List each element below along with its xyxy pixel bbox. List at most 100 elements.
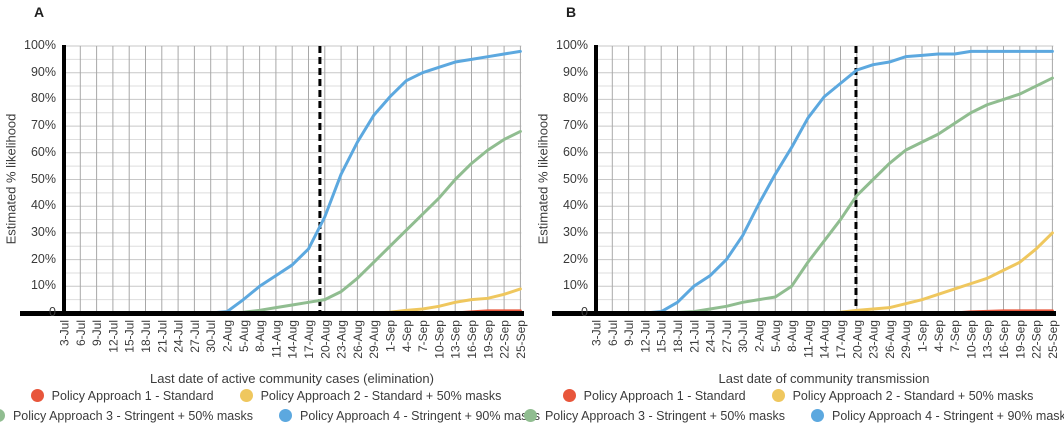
x-tick-label: 27-Jul xyxy=(720,320,734,353)
x-tick-label: 23-Aug xyxy=(335,320,349,359)
legend-label: Policy Approach 1 - Standard xyxy=(583,388,746,403)
x-tick-label: 2-Aug xyxy=(221,320,235,352)
x-tick-label: 20-Aug xyxy=(318,320,332,359)
x-tick-label: 7-Sep xyxy=(416,320,430,352)
x-tick-label: 14-Aug xyxy=(286,320,300,359)
legend-row: Policy Approach 3 - Stringent + 50% mask… xyxy=(523,407,1064,424)
x-tick-label: 3-Jul xyxy=(58,320,72,346)
legend-dot-icon xyxy=(771,389,785,402)
x-tick-label: 24-Jul xyxy=(704,320,718,353)
legend-item: Policy Approach 4 - Stringent + 90% mask… xyxy=(279,409,540,423)
legend-row: Policy Approach 1 - Standard Policy Appro… xyxy=(562,387,1034,404)
legend-dot-icon xyxy=(239,389,253,402)
x-tick-label: 8-Aug xyxy=(785,320,799,352)
legend-item: Policy Approach 2 - Standard + 50% masks xyxy=(771,388,1034,403)
y-tick-label: 10% xyxy=(30,278,56,293)
y-tick-label: 30% xyxy=(30,224,56,239)
legend: Policy Approach 1 - Standard Policy Appro… xyxy=(0,387,540,424)
y-tick-label: 30% xyxy=(562,224,588,239)
plot-area: 3-Jul 6-Jul 9-Jul 12-Jul 15-Jul 18-Jul 21-Jul 2… xyxy=(58,45,528,359)
y-tick-label: 10% xyxy=(562,278,588,293)
x-tick-label: 24-Jul xyxy=(172,320,186,353)
x-tick-label: 3-Jul xyxy=(590,320,604,346)
y-tick-label: 40% xyxy=(30,198,56,213)
x-tick-label: 6-Jul xyxy=(606,320,620,346)
panel-letter: A xyxy=(34,4,45,20)
panel-letter: B xyxy=(566,4,577,20)
y-tick-label: 90% xyxy=(562,64,588,79)
x-tick-label: 17-Aug xyxy=(834,320,848,359)
legend-label: Policy Approach 2 - Standard + 50% masks xyxy=(792,388,1034,403)
x-tick-label: 10-Sep xyxy=(432,320,446,359)
legend-label: Policy Approach 2 - Standard + 50% masks xyxy=(260,388,502,403)
legend-label: Policy Approach 4 - Stringent + 90% mask… xyxy=(832,408,1064,423)
legend-row: Policy Approach 3 - Stringent + 50% mask… xyxy=(0,407,540,424)
x-tick-label: 14-Aug xyxy=(818,320,832,359)
panel-a: A Estimated % likelihood 3-Jul 6-Jul 9-Jul… xyxy=(0,4,540,424)
x-tick-label: 10-Sep xyxy=(964,320,978,359)
legend-item: Policy Approach 3 - Stringent + 50% mask… xyxy=(0,409,253,423)
legend-item: Policy Approach 1 - Standard xyxy=(562,388,746,403)
x-tick-label: 27-Jul xyxy=(188,320,202,353)
legend: Policy Approach 1 - Standard Policy Appro… xyxy=(523,387,1064,424)
y-tick-label: 60% xyxy=(30,144,56,159)
x-tick-label: 25-Sep xyxy=(1046,320,1060,359)
x-tick-label: 22-Sep xyxy=(1030,320,1044,359)
x-tick-label: 16-Sep xyxy=(997,320,1011,359)
x-axis-title: Last date of community transmission xyxy=(718,371,930,386)
plot-area: 3-Jul 6-Jul 9-Jul 12-Jul 15-Jul 18-Jul 21-Jul 2… xyxy=(590,45,1060,359)
y-tick-label: 90% xyxy=(30,64,56,79)
x-tick-label: 13-Sep xyxy=(981,320,995,359)
x-tick-label: 12-Jul xyxy=(638,320,652,353)
x-tick-label: 11-Aug xyxy=(269,320,283,358)
x-tick-label: 21-Jul xyxy=(687,320,701,353)
legend-dot-icon xyxy=(30,389,44,402)
y-tick-label: 100% xyxy=(556,38,588,52)
x-tick-label: 20-Aug xyxy=(850,320,864,359)
x-tick-label: 2-Aug xyxy=(753,320,767,352)
legend-dot-icon xyxy=(811,409,824,422)
x-tick-label: 16-Sep xyxy=(465,320,479,359)
y-tick-label: 0 xyxy=(581,305,588,319)
panel-b: B Estimated % likelihood 3-Jul 6-Jul 9-Jul… xyxy=(523,0,1064,431)
x-tick-label: 15-Jul xyxy=(655,320,669,353)
x-tick-label: 9-Jul xyxy=(622,320,636,346)
x-tick-label: 30-Jul xyxy=(736,320,750,353)
y-tick-label: 20% xyxy=(30,251,56,266)
y-tick-label: 60% xyxy=(562,144,588,159)
x-tick-label: 18-Jul xyxy=(671,320,685,353)
legend-dot-icon xyxy=(562,389,576,402)
x-tick-label: 5-Aug xyxy=(769,320,783,352)
x-tick-label: 25-Sep xyxy=(514,320,528,359)
x-tick-label: 1-Sep xyxy=(384,320,398,352)
x-axis-title: Last date of active community cases (eli… xyxy=(150,371,434,386)
legend-label: Policy Approach 3 - Stringent + 50% mask… xyxy=(12,408,253,423)
x-tick-label: 19-Sep xyxy=(481,320,495,359)
x-tick-label: 18-Jul xyxy=(139,320,153,353)
legend-item: Policy Approach 4 - Stringent + 90% mask… xyxy=(811,409,1064,423)
y-tick-label: 40% xyxy=(562,198,588,213)
y-tick-label: 80% xyxy=(30,91,56,106)
x-tick-label: 19-Sep xyxy=(1013,320,1027,359)
x-tick-label: 29-Aug xyxy=(367,320,381,359)
x-tick-label: 4-Sep xyxy=(932,320,946,352)
legend-label: Policy Approach 3 - Stringent + 50% mask… xyxy=(544,408,785,423)
y-tick-label: 50% xyxy=(30,171,56,186)
legend-item: Policy Approach 1 - Standard xyxy=(30,388,214,403)
y-tick-label: 20% xyxy=(562,251,588,266)
y-tick-label: 100% xyxy=(24,38,56,52)
legend-label: Policy Approach 1 - Standard xyxy=(51,388,214,403)
x-tick-label: 8-Aug xyxy=(253,320,267,352)
x-tick-label: 4-Sep xyxy=(400,320,414,352)
legend-row: Policy Approach 1 - Standard Policy Appro… xyxy=(30,387,502,404)
x-tick-label: 26-Aug xyxy=(883,320,897,359)
x-tick-label: 29-Aug xyxy=(899,320,913,359)
series-line-policy-4 xyxy=(594,49,1054,315)
x-tick-label: 1-Sep xyxy=(916,320,930,352)
legend-dot-icon xyxy=(0,409,5,422)
legend-dot-icon xyxy=(523,409,537,422)
legend-dot-icon xyxy=(279,409,292,422)
x-tick-label: 15-Jul xyxy=(123,320,137,353)
x-tick-label: 6-Jul xyxy=(74,320,88,346)
y-tick-label: 80% xyxy=(562,91,588,106)
